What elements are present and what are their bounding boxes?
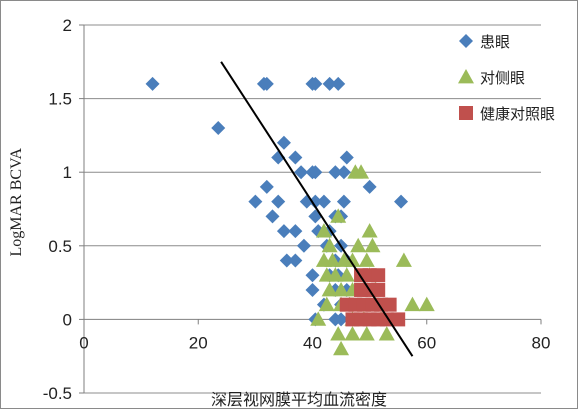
data-point xyxy=(328,165,343,180)
data-point xyxy=(364,237,381,253)
y-tick-label: 0 xyxy=(63,310,72,329)
data-point xyxy=(336,165,351,180)
series-2 xyxy=(310,164,435,356)
data-point xyxy=(276,135,291,150)
series-3 xyxy=(339,268,406,327)
y-tick-label: -0.5 xyxy=(43,384,72,403)
data-point xyxy=(382,297,397,312)
data-point xyxy=(418,296,435,312)
data-point xyxy=(305,282,320,297)
y-axis-title: LogMAR BCVA xyxy=(8,147,25,256)
data-point xyxy=(339,150,354,165)
legend-marker xyxy=(458,69,474,84)
data-point xyxy=(344,326,361,341)
y-tick-label: 0.5 xyxy=(48,237,72,256)
data-point xyxy=(371,268,386,283)
data-point xyxy=(271,194,286,209)
data-point xyxy=(322,76,337,91)
trendline-layer xyxy=(220,61,414,357)
x-tick-label: 80 xyxy=(532,333,551,352)
data-point xyxy=(211,121,226,136)
data-point xyxy=(248,194,263,209)
legend-item: 健康对照眼 xyxy=(459,105,555,123)
tick-labels: 0 20 40 60 80 -0.5 0 0.5 1 1.5 2 xyxy=(43,16,551,403)
data-point xyxy=(395,252,412,267)
data-point xyxy=(308,165,323,180)
legend-item: 患眼 xyxy=(459,33,510,51)
x-tick-label: 60 xyxy=(417,333,436,352)
data-point xyxy=(394,194,409,209)
x-tick-label: 0 xyxy=(79,333,88,352)
data-point xyxy=(327,267,344,282)
data-point xyxy=(378,326,395,341)
data-point xyxy=(308,194,323,209)
data-point xyxy=(330,208,347,223)
legend-label: 患眼 xyxy=(480,33,510,51)
data-point xyxy=(308,76,323,91)
data-point xyxy=(333,340,350,356)
data-point xyxy=(324,252,341,267)
x-tick-label: 40 xyxy=(303,333,322,352)
data-point xyxy=(294,165,309,180)
data-points xyxy=(145,76,435,356)
data-point xyxy=(331,76,346,91)
data-point xyxy=(310,311,327,326)
data-point xyxy=(288,224,303,239)
data-point xyxy=(321,281,338,297)
legend-item: 对侧眼 xyxy=(458,69,525,87)
data-point xyxy=(358,252,375,267)
data-point xyxy=(288,253,303,268)
data-point xyxy=(353,164,370,179)
data-point xyxy=(350,237,367,253)
data-point xyxy=(288,150,303,165)
data-point xyxy=(296,238,311,253)
data-point xyxy=(333,281,350,297)
data-point xyxy=(362,179,377,194)
y-tick-label: 1.5 xyxy=(48,90,72,109)
data-point xyxy=(338,267,355,282)
data-point xyxy=(330,326,347,341)
data-point xyxy=(334,312,349,327)
data-point xyxy=(316,194,331,209)
data-point xyxy=(321,237,338,253)
x-tick-label: 20 xyxy=(189,333,208,352)
data-point xyxy=(318,296,335,312)
legend-label: 健康对照眼 xyxy=(480,105,555,123)
data-point xyxy=(391,312,406,327)
y-tick-label: 2 xyxy=(63,16,72,35)
data-point xyxy=(344,252,361,267)
data-point xyxy=(259,179,274,194)
data-point xyxy=(276,224,291,239)
data-point xyxy=(358,326,375,341)
legend-label: 对侧眼 xyxy=(480,69,525,87)
trendline xyxy=(220,61,414,357)
data-point xyxy=(259,76,274,91)
data-point xyxy=(336,194,351,209)
data-point xyxy=(361,223,378,238)
data-point xyxy=(308,209,323,224)
x-axis-title: 深层视网膜平均血流密度 xyxy=(211,391,387,409)
data-point xyxy=(404,296,421,312)
legend-marker xyxy=(459,34,473,48)
data-point xyxy=(265,209,280,224)
data-point xyxy=(315,223,332,238)
data-point xyxy=(371,282,386,297)
data-point xyxy=(145,76,160,91)
data-point xyxy=(305,268,320,283)
y-tick-label: 1 xyxy=(63,163,72,182)
data-point xyxy=(279,253,294,268)
legend-marker xyxy=(459,106,473,120)
